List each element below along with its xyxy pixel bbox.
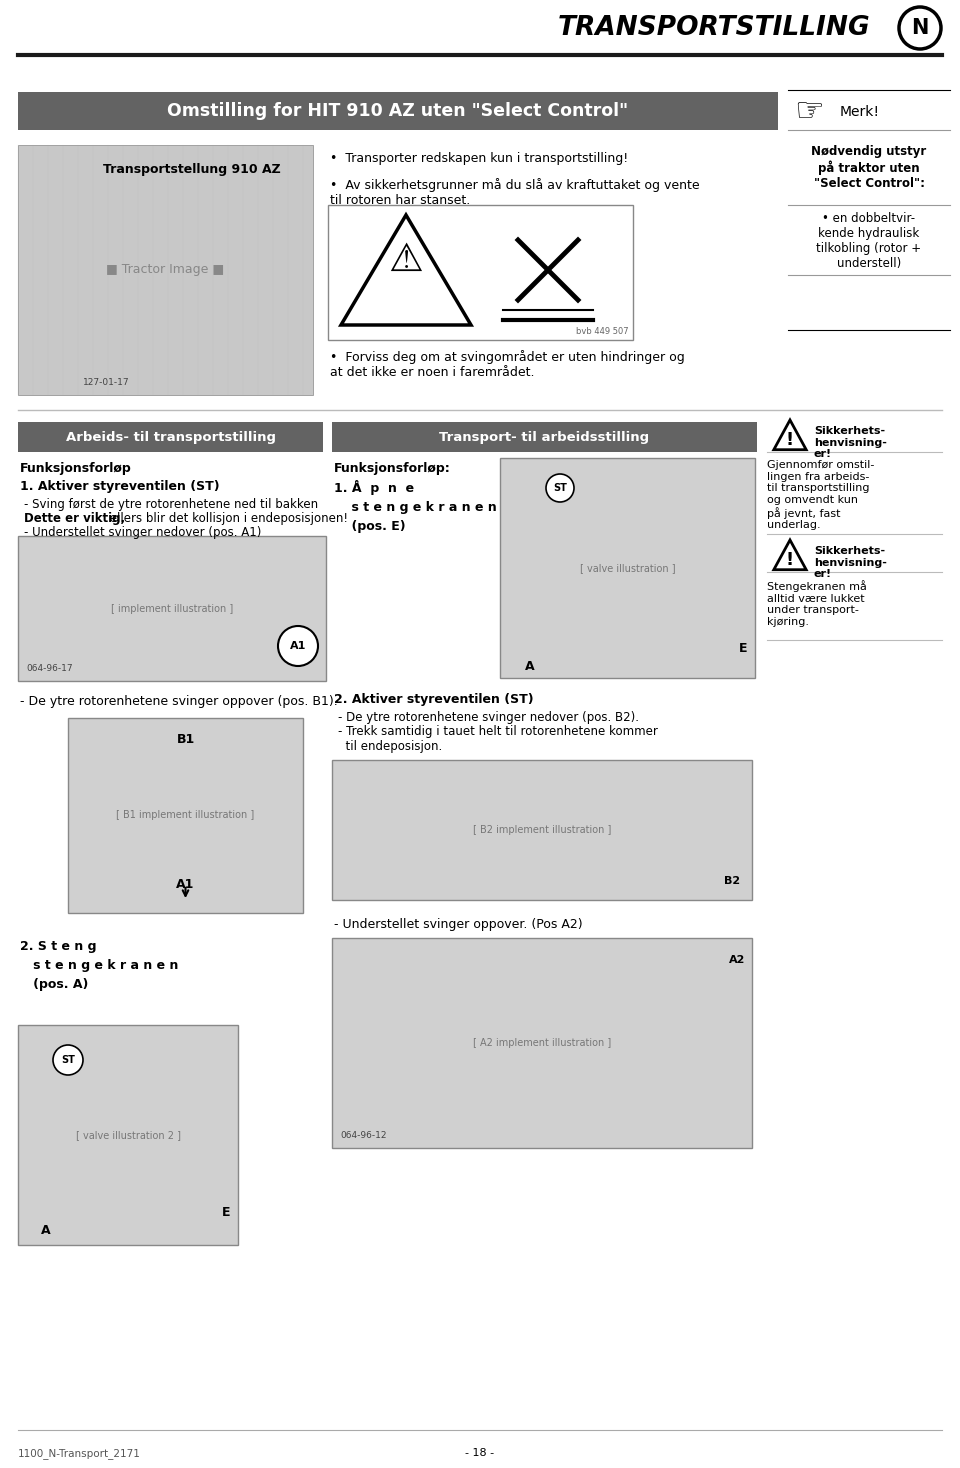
Circle shape [53, 1045, 83, 1075]
Text: Funksjonsforløp: Funksjonsforløp [20, 462, 132, 476]
Text: - Sving først de ytre rotorenhetene ned til bakken: - Sving først de ytre rotorenhetene ned … [24, 498, 318, 511]
Text: 127-01-17: 127-01-17 [83, 377, 130, 388]
FancyBboxPatch shape [18, 536, 326, 681]
Text: - Understellet svinger nedover (pos. A1): - Understellet svinger nedover (pos. A1) [24, 526, 261, 539]
Circle shape [546, 474, 574, 502]
Text: 1100_N-Transport_2171: 1100_N-Transport_2171 [18, 1447, 141, 1459]
Text: ST: ST [61, 1055, 75, 1064]
Text: 1. Aktiver styreventilen (ST): 1. Aktiver styreventilen (ST) [20, 480, 220, 493]
Text: Transport- til arbeidsstilling: Transport- til arbeidsstilling [440, 430, 650, 443]
Text: ■ Tractor Image ■: ■ Tractor Image ■ [107, 263, 225, 276]
FancyBboxPatch shape [18, 145, 313, 395]
Text: • en dobbeltvir-
kende hydraulisk
tilkobling (rotor +
understell): • en dobbeltvir- kende hydraulisk tilkob… [816, 211, 922, 270]
Text: Stengekranen må
alltid være lukket
under transport-
kjøring.: Stengekranen må alltid være lukket under… [767, 580, 867, 627]
Text: 1. Å  p  n  e
    s t e n g e k r a n e n
    (pos. E): 1. Å p n e s t e n g e k r a n e n (pos.… [334, 480, 496, 533]
Circle shape [278, 625, 318, 666]
Text: Merk!: Merk! [840, 106, 880, 119]
FancyBboxPatch shape [500, 458, 755, 678]
Text: ⚠: ⚠ [389, 241, 423, 279]
Text: Gjennomfør omstil-
lingen fra arbeids-
til transportstilling
og omvendt kun
på j: Gjennomfør omstil- lingen fra arbeids- t… [767, 459, 875, 530]
FancyBboxPatch shape [18, 421, 323, 452]
Text: A: A [525, 659, 535, 672]
Text: Sikkerhets-
henvisning-
er!: Sikkerhets- henvisning- er! [814, 546, 887, 580]
Text: [ B1 implement illustration ]: [ B1 implement illustration ] [116, 810, 254, 821]
Text: 064-96-12: 064-96-12 [340, 1130, 387, 1141]
Text: !: ! [786, 550, 794, 568]
Text: B1: B1 [177, 733, 195, 746]
FancyBboxPatch shape [18, 92, 778, 131]
Text: [ A2 implement illustration ]: [ A2 implement illustration ] [473, 1038, 612, 1048]
Text: •  Av sikkerhetsgrunner må du slå av kraftuttaket og vente
til rotoren har stans: • Av sikkerhetsgrunner må du slå av kraf… [330, 178, 700, 207]
Text: 2. S t e n g
   s t e n g e k r a n e n
   (pos. A): 2. S t e n g s t e n g e k r a n e n (po… [20, 940, 179, 991]
Text: ST: ST [553, 483, 567, 493]
Text: [ B2 implement illustration ]: [ B2 implement illustration ] [473, 825, 612, 835]
Text: [ valve illustration 2 ]: [ valve illustration 2 ] [76, 1130, 180, 1141]
FancyBboxPatch shape [332, 421, 757, 452]
Text: Arbeids- til transportstilling: Arbeids- til transportstilling [65, 430, 276, 443]
Text: bvb 449 507: bvb 449 507 [576, 327, 629, 336]
Text: ☞: ☞ [794, 95, 824, 129]
Text: 2. Aktiver styreventilen (ST): 2. Aktiver styreventilen (ST) [334, 693, 534, 706]
FancyBboxPatch shape [328, 206, 633, 341]
Text: Funksjonsforløp:: Funksjonsforløp: [334, 462, 451, 476]
Text: •  Forviss deg om at svingområdet er uten hindringer og
at det ikke er noen i fa: • Forviss deg om at svingområdet er uten… [330, 349, 684, 379]
Text: N: N [911, 18, 928, 38]
Text: A2: A2 [729, 956, 745, 964]
Text: - Understellet svinger oppover. (Pos A2): - Understellet svinger oppover. (Pos A2) [334, 918, 583, 931]
FancyBboxPatch shape [18, 1025, 238, 1245]
Text: E: E [739, 642, 747, 655]
Text: !: ! [786, 430, 794, 449]
Text: 064-96-17: 064-96-17 [26, 664, 73, 672]
Text: Sikkerhets-
henvisning-
er!: Sikkerhets- henvisning- er! [814, 426, 887, 459]
Text: - De ytre rotorenhetene svinger nedover (pos. B2).: - De ytre rotorenhetene svinger nedover … [338, 711, 639, 724]
FancyBboxPatch shape [332, 760, 752, 900]
Text: E: E [222, 1207, 230, 1220]
Text: [ implement illustration ]: [ implement illustration ] [110, 603, 233, 614]
Text: Transportstellung 910 AZ: Transportstellung 910 AZ [103, 163, 280, 176]
Text: [ valve illustration ]: [ valve illustration ] [580, 564, 675, 573]
Text: Omstilling for HIT 910 AZ uten "Select Control": Omstilling for HIT 910 AZ uten "Select C… [167, 101, 629, 120]
Text: - 18 -: - 18 - [466, 1447, 494, 1458]
Text: A1: A1 [177, 878, 195, 891]
Text: Nødvendig utstyr
på traktor uten
"Select Control":: Nødvendig utstyr på traktor uten "Select… [811, 145, 926, 189]
Text: ellers blir det kollisjon i endeposisjonen!: ellers blir det kollisjon i endeposisjon… [106, 512, 348, 526]
Text: Dette er viktig,: Dette er viktig, [24, 512, 125, 526]
Text: B2: B2 [724, 876, 740, 887]
Text: TRANSPORTSTILLING: TRANSPORTSTILLING [558, 15, 870, 41]
Text: A: A [41, 1224, 51, 1238]
FancyBboxPatch shape [68, 718, 303, 913]
Text: - De ytre rotorenhetene svinger oppover (pos. B1).: - De ytre rotorenhetene svinger oppover … [20, 694, 338, 708]
Text: A1: A1 [290, 642, 306, 650]
FancyBboxPatch shape [332, 938, 752, 1148]
Text: - Trekk samtidig i tauet helt til rotorenhetene kommer
  til endeposisjon.: - Trekk samtidig i tauet helt til rotore… [338, 725, 658, 753]
Text: •  Transporter redskapen kun i transportstilling!: • Transporter redskapen kun i transports… [330, 153, 628, 164]
